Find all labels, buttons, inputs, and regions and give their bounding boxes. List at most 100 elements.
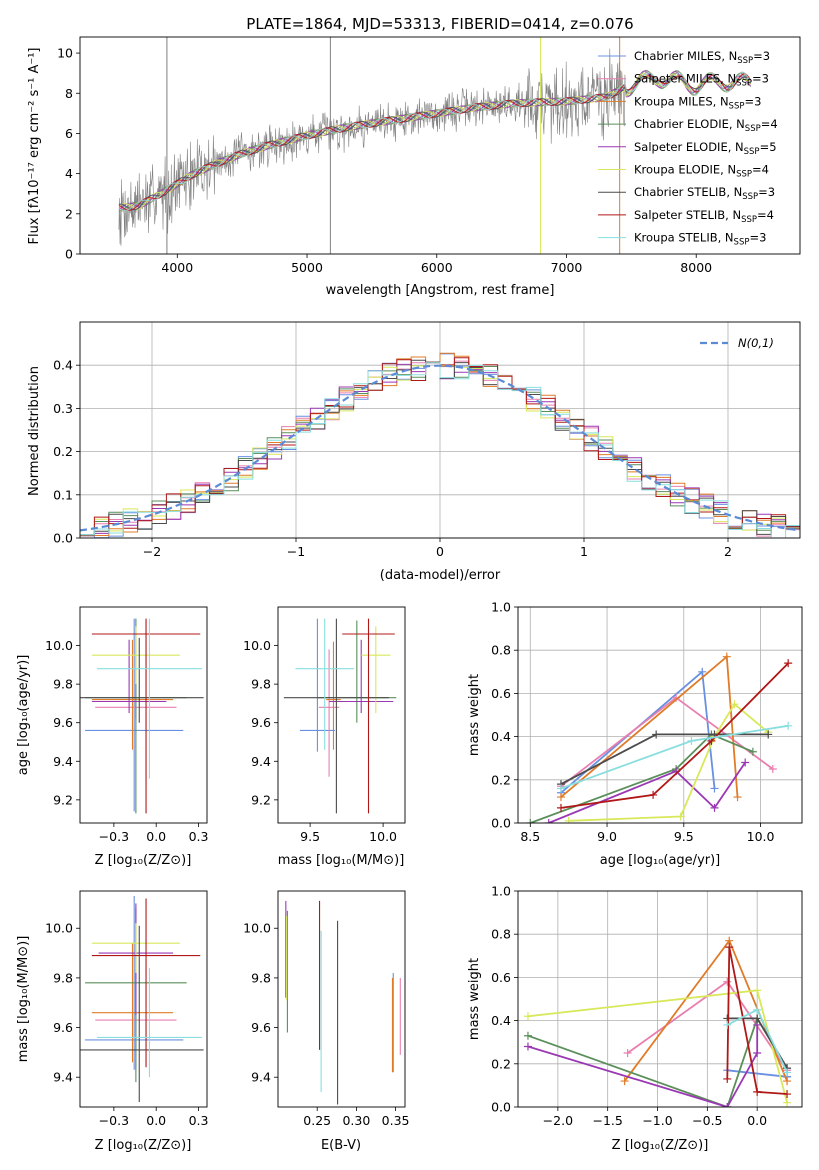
weight-vs-age-marker-salpeter-stelib-1 <box>649 790 658 799</box>
weight-vs-age-marker-kroupa-stelib-1 <box>687 736 696 745</box>
weight-vs-age-ytick-label-2: 0.4 <box>491 729 511 744</box>
weight-vs-age-ytick-label-4: 0.8 <box>491 643 511 658</box>
mass-vs-Z-y-label: mass [log₁₀(M/M⊙)] <box>16 936 31 1063</box>
mass-vs-Z-ytick-label-3: 10.0 <box>45 921 73 936</box>
age-vs-Z-ytick-label-0: 9.2 <box>53 792 73 807</box>
age-vs-Z-ytick-label-2: 9.6 <box>53 715 73 730</box>
mass-vs-EBV-ytick-label-3: 10.0 <box>243 921 271 936</box>
mass-vs-Z-errorbars <box>80 895 204 1103</box>
residuals-xtick-label-0: −2 <box>143 544 161 559</box>
mass-vs-EBV-frame <box>277 890 406 1108</box>
mass-vs-Z-ytick-label-1: 9.6 <box>53 1020 73 1035</box>
weight-vs-age-marker-salpeter-elodie-3 <box>741 758 750 767</box>
weight-vs-age-ytick-label-5: 1.0 <box>491 600 511 615</box>
legend-sub-salpeter-stelib: SSP <box>741 215 757 225</box>
residuals-ytick-label-0: 0.0 <box>53 531 73 546</box>
weight-vs-age-line-chabrier-elodie <box>529 733 754 823</box>
weight-vs-Z-marker-salpeter-elodie-1 <box>723 1103 732 1107</box>
age-vs-Z-ytick-label-3: 9.8 <box>53 677 73 692</box>
spectrum-frame <box>79 36 801 255</box>
age-vs-Z-ytick-label-4: 10.0 <box>45 638 73 653</box>
weight-vs-Z-xtick-label-2: −1.0 <box>642 1113 672 1128</box>
weight-vs-Z-marker-chabrier-elodie-0 <box>523 1031 532 1040</box>
legend-name-salpeter-stelib: Salpeter STELIB, N <box>634 208 741 222</box>
weight-vs-age-marker-kroupa-elodie-1 <box>676 812 685 821</box>
spectrum-x-label: wavelength [Angstrom, rest frame] <box>326 283 555 298</box>
residuals-ytick-label-3: 0.3 <box>53 401 73 416</box>
histogram-salpeter-stelib <box>80 357 800 536</box>
weight-vs-age-marker-kroupa-stelib-2 <box>784 721 793 730</box>
weight-vs-age-line-kroupa-miles <box>560 654 739 798</box>
legend-sub-kroupa-miles: SSP <box>729 101 745 111</box>
legend-sub-kroupa-stelib: SSP <box>734 238 750 248</box>
residuals-frame <box>79 321 801 539</box>
legend-sub-salpeter-elodie: SSP <box>744 147 760 157</box>
weight-vs-Z-ytick-label-2: 0.4 <box>491 1013 511 1028</box>
model-spectrum-salpeter-stelib <box>118 73 752 211</box>
age-vs-Z-ytick-label-1: 9.4 <box>53 754 73 769</box>
weight-vs-Z-xtick-label-3: −0.5 <box>692 1113 722 1128</box>
weight-vs-age-marker-salpeter-miles-2 <box>768 765 777 773</box>
weight-vs-age-marker-chabrier-miles-1 <box>698 667 707 676</box>
histogram-kroupa-stelib <box>80 362 800 538</box>
spectrum-xtick-label-1: 5000 <box>291 260 323 275</box>
age-vs-Z-y-label: age [log₁₀(age/yr)] <box>16 655 31 776</box>
mass-vs-Z-ytick-label-0: 9.4 <box>53 1070 73 1085</box>
spectrum-ytick-label-0: 0 <box>65 247 73 262</box>
legend-n-chabrier-elodie: =4 <box>761 117 778 131</box>
weight-vs-age-ytick-label-0: 0.0 <box>491 816 511 831</box>
gaussian-legend-label: N(0,1) <box>738 336 774 350</box>
residuals-x-label: (data-model)/error <box>380 568 501 583</box>
spectrum-xtick-label-0: 4000 <box>161 260 193 275</box>
weight-vs-Z-marker-salpeter-stelib-1 <box>725 943 734 952</box>
weight-vs-age-marker-chabrier-stelib-3 <box>764 730 773 739</box>
weight-vs-age-x-label: age [log₁₀(age/yr)] <box>600 853 721 868</box>
weight-vs-age-marker-kroupa-miles-0 <box>556 793 565 802</box>
residuals-xtick-label-4: 2 <box>724 544 732 559</box>
weight-vs-age-line-salpeter-elodie <box>548 761 746 823</box>
legend-n-chabrier-stelib: =3 <box>758 185 775 199</box>
weight-vs-Z-xtick-label-4: 0.0 <box>747 1113 767 1128</box>
legend-name-chabrier-miles: Chabrier MILES, N <box>634 49 737 63</box>
age-vs-mass-ytick-label-2: 9.6 <box>251 715 271 730</box>
legend-entry-kroupa-elodie: Kroupa ELODIE, NSSP=4 <box>634 163 769 180</box>
spectrum-xtick-label-3: 7000 <box>551 260 583 275</box>
age-vs-mass-xtick-label-1: 10.0 <box>369 829 397 844</box>
spectrum-title: PLATE=1864, MJD=53313, FIBERID=0414, z=0… <box>246 15 633 33</box>
legend-entry-kroupa-stelib: Kroupa STELIB, NSSP=3 <box>634 231 766 248</box>
mass-vs-Z-ytick-label-2: 9.8 <box>53 970 73 985</box>
age-vs-mass-ytick-label-3: 9.8 <box>251 677 271 692</box>
weight-vs-age-panel: age [log₁₀(age/yr)] mass weight 8.5 9.0 9.… <box>467 600 803 868</box>
weight-vs-age-ytick-label-3: 0.6 <box>491 686 511 701</box>
weight-vs-age-marker-chabrier-elodie-0 <box>526 819 535 823</box>
weight-vs-Z-marker-kroupa-elodie-0 <box>523 1012 532 1021</box>
mass-vs-EBV-ytick-label-1: 9.6 <box>251 1020 271 1035</box>
mass-vs-EBV-xtick-label-2: 0.35 <box>382 1113 410 1128</box>
mass-vs-EBV-x-label: E(B-V) <box>321 1138 361 1153</box>
spectrum-ytick-label-5: 10 <box>57 46 73 61</box>
weight-vs-age-xtick-label-1: 9.0 <box>597 829 617 844</box>
residuals-xtick-label-3: 1 <box>580 544 588 559</box>
weight-vs-age-marker-salpeter-elodie-2 <box>710 803 719 812</box>
age-vs-mass-frame <box>277 606 406 824</box>
weight-vs-age-y-label: mass weight <box>467 674 482 756</box>
model-spectrum-chabrier-elodie <box>118 69 752 212</box>
legend-n-salpeter-miles: =3 <box>752 72 769 86</box>
legend-sub-chabrier-elodie: SSP <box>745 124 761 134</box>
weight-vs-age-marker-chabrier-elodie-3 <box>748 747 757 756</box>
age-vs-mass-x-label: mass [log₁₀(M/M⊙)] <box>278 853 405 868</box>
weight-vs-age-marker-kroupa-stelib-0 <box>556 784 565 793</box>
weight-vs-Z-marker-salpeter-stelib-3 <box>783 1090 792 1099</box>
weight-vs-Z-ytick-label-5: 1.0 <box>491 884 511 899</box>
histogram-salpeter-miles <box>80 360 800 537</box>
weight-vs-metallicity-panel: Z [log₁₀(Z/Z⊙)] mass weight −2.0 −1.5 −1.0… <box>467 884 803 1153</box>
histogram-chabrier-miles <box>80 353 800 538</box>
legend-sub-kroupa-elodie: SSP <box>736 170 752 180</box>
weight-vs-Z-marker-salpeter-stelib-0 <box>723 1074 732 1083</box>
weight-vs-Z-marker-salpeter-miles-0 <box>623 1049 632 1057</box>
legend-name-chabrier-stelib: Chabrier STELIB, N <box>634 185 742 199</box>
spectrum-y-label: Flux [fλ10⁻¹⁷ erg cm⁻² s⁻¹ A⁻¹] <box>27 48 42 245</box>
residuals-ytick-label-2: 0.2 <box>53 444 73 459</box>
weight-vs-Z-marker-salpeter-elodie-2 <box>753 1049 762 1057</box>
